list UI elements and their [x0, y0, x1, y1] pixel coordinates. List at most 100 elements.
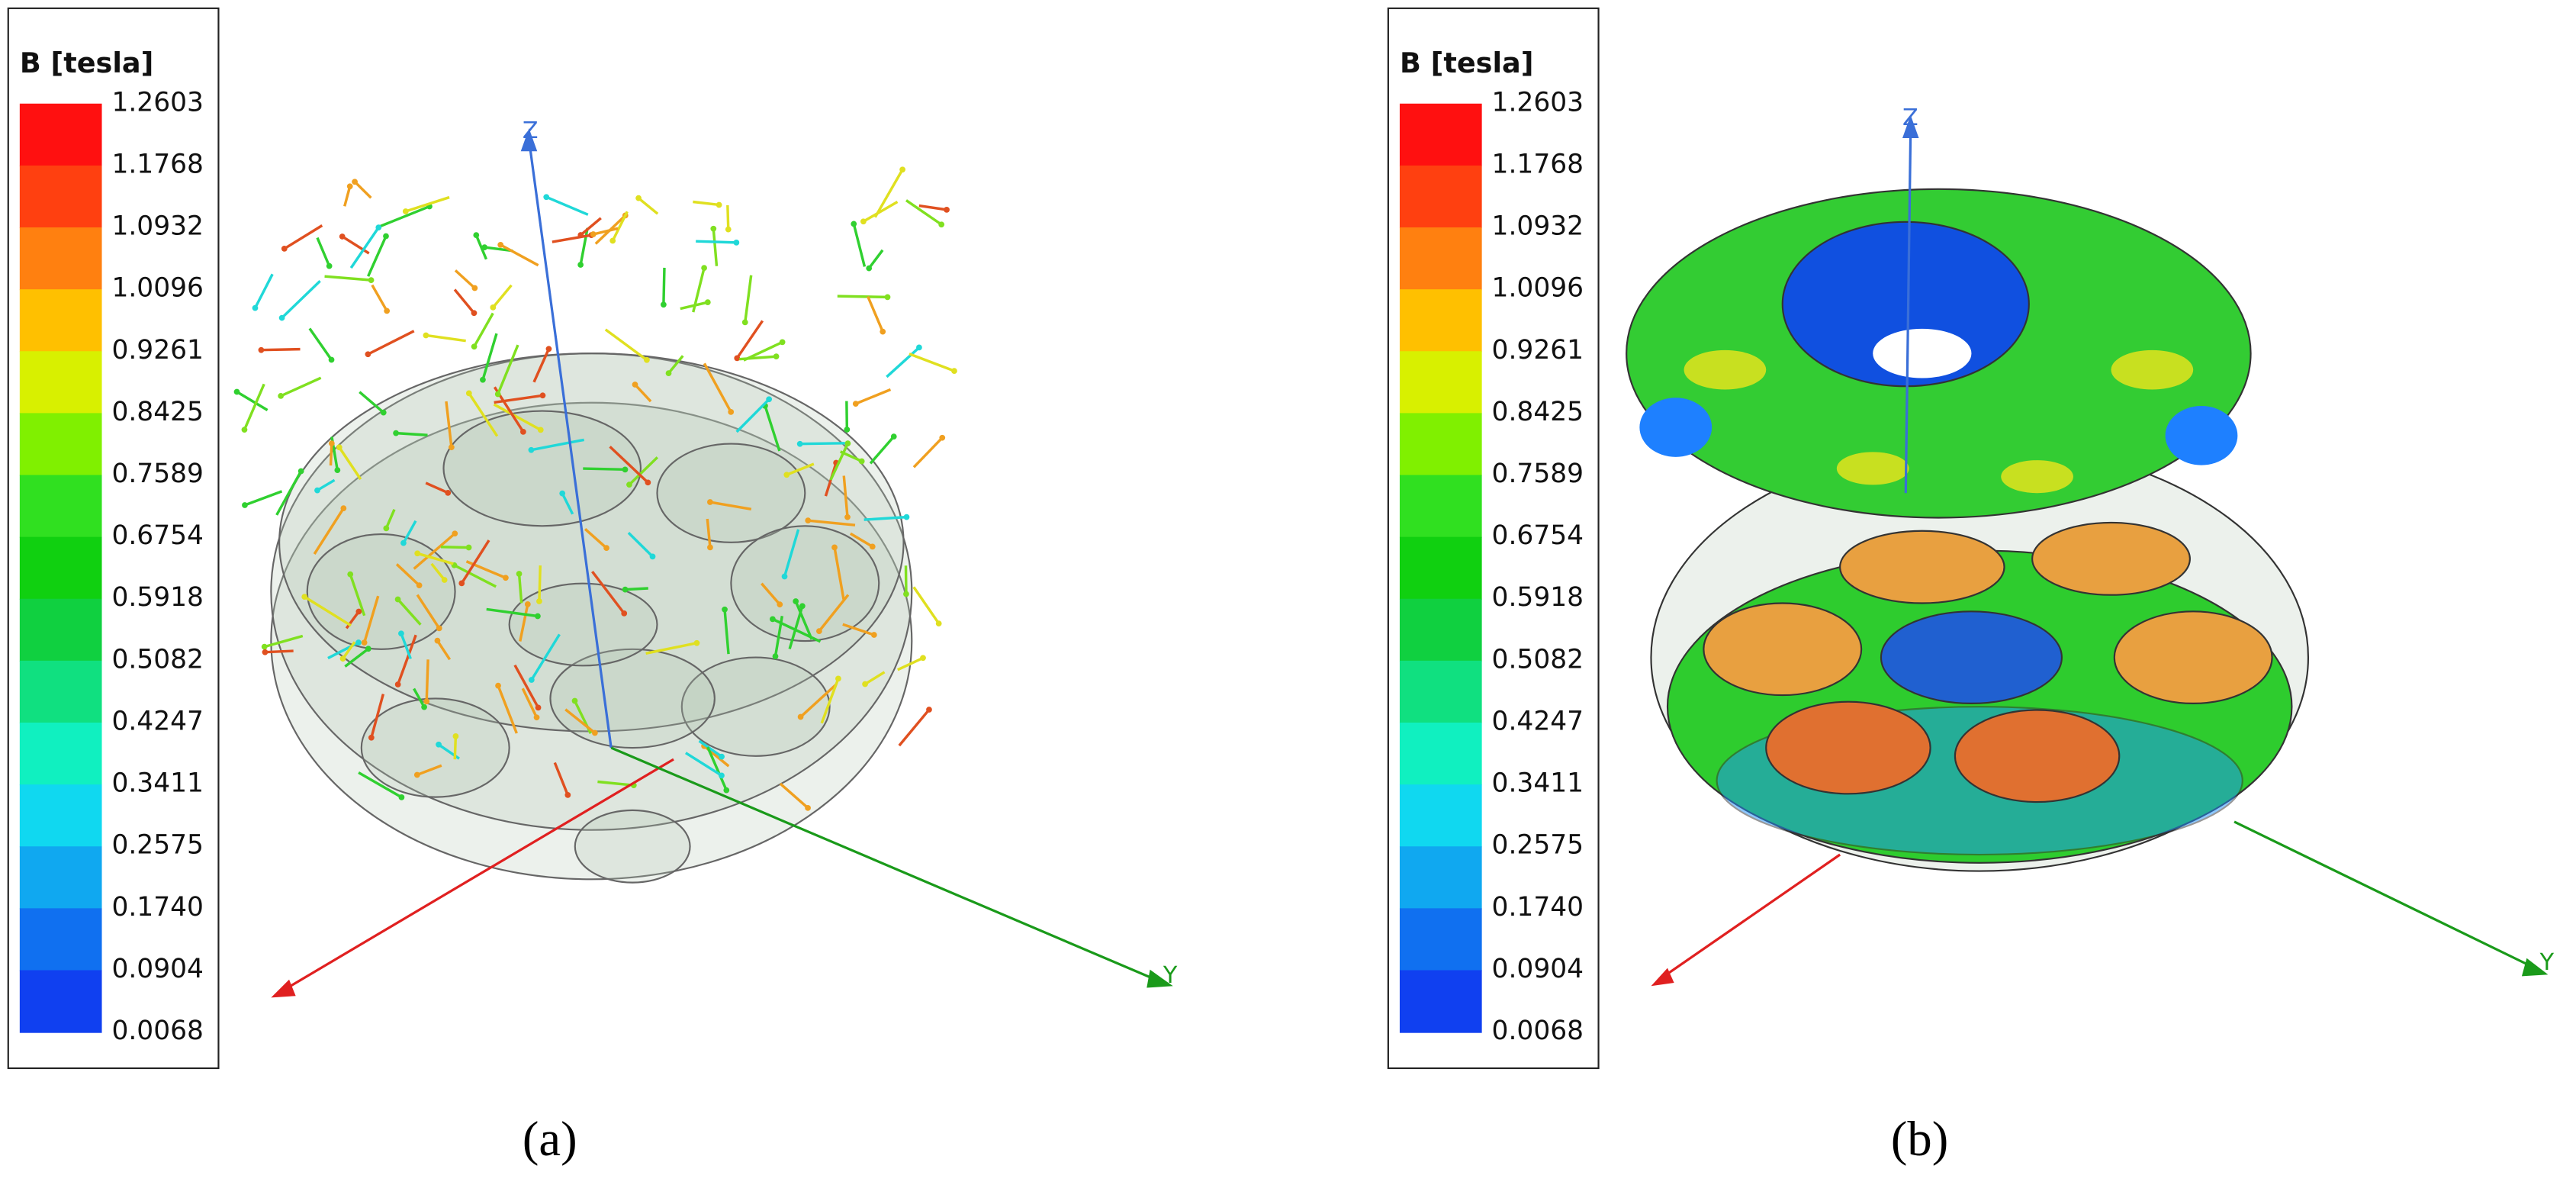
legend-swatch: [1399, 165, 1482, 229]
arrow: [481, 333, 498, 381]
arrow-head: [890, 433, 897, 440]
arrow: [341, 235, 370, 255]
legend-label: 0.8425: [1492, 397, 1584, 427]
arrow: [886, 346, 921, 378]
arrow: [359, 391, 384, 414]
arrow: [545, 195, 589, 216]
arrow-head: [539, 392, 546, 399]
legend-label: 0.0904: [1492, 954, 1584, 984]
arrow-head: [445, 489, 452, 496]
arrow: [849, 532, 873, 548]
arrow: [739, 355, 777, 361]
arrow: [492, 284, 513, 308]
arrow: [897, 656, 924, 671]
caption: (a): [523, 1111, 577, 1167]
arrow: [684, 752, 722, 777]
arrow-head: [939, 434, 946, 441]
legend-label: 1.0096: [111, 273, 204, 304]
legend-label: 1.0932: [1492, 211, 1584, 242]
legend-swatch: [19, 536, 102, 600]
arrow: [353, 180, 372, 199]
arrow-head: [783, 472, 790, 478]
legend-swatch: [19, 970, 102, 1033]
arrow: [460, 539, 490, 584]
arrow: [794, 601, 813, 640]
arrow: [912, 436, 944, 469]
arrow-head: [852, 401, 859, 407]
arrow: [425, 659, 429, 702]
legend-title: B [tesla]: [1400, 47, 1534, 79]
arrow: [531, 438, 584, 452]
arrow: [818, 594, 850, 633]
legend-swatch: [1399, 908, 1482, 971]
arrow: [324, 275, 371, 282]
legend-label: 0.6754: [1492, 520, 1584, 551]
arrow: [261, 347, 301, 352]
legend-swatch: [19, 475, 102, 538]
arrow: [788, 605, 804, 649]
arrow-head: [241, 427, 248, 433]
arrow: [430, 562, 446, 581]
arrow: [308, 327, 333, 361]
legend-swatch: [19, 165, 102, 229]
arrow-head: [328, 440, 335, 447]
arrow: [723, 609, 730, 655]
arrow: [265, 649, 294, 654]
arrow-head: [471, 285, 478, 291]
arrow: [426, 333, 466, 343]
arrow-head: [723, 787, 730, 794]
arrow-head: [355, 608, 362, 615]
arrow: [283, 224, 323, 250]
arrow-head: [384, 308, 391, 314]
arrow-head: [524, 601, 531, 607]
arrow: [367, 330, 415, 356]
arrow: [474, 234, 488, 260]
arrow-head: [452, 733, 459, 739]
arrow-head: [368, 734, 375, 741]
arrow-head: [590, 231, 597, 237]
panel-b-axes: [1651, 114, 2549, 987]
panel-a-axes: [271, 128, 1173, 998]
arrow-head: [944, 206, 950, 213]
arrow: [706, 518, 712, 548]
arrow-head: [301, 594, 308, 601]
arrow-head: [465, 390, 472, 397]
legend-label: 0.4247: [111, 707, 204, 737]
arrow-head: [644, 356, 650, 363]
legend-label: 0.3411: [111, 768, 204, 799]
arrow: [397, 598, 422, 626]
arrow-head: [706, 499, 713, 505]
arrow: [445, 401, 453, 448]
legend-swatch: [1399, 536, 1482, 600]
arrow: [799, 442, 845, 446]
legend-swatch: [1399, 475, 1482, 538]
arrow-head: [733, 240, 740, 246]
arrow-head: [528, 446, 535, 453]
arrow: [436, 639, 452, 661]
legend-swatch: [19, 846, 102, 910]
arrow: [591, 570, 626, 614]
arrow: [863, 515, 907, 521]
arrow: [584, 528, 608, 549]
arrow-head: [844, 514, 851, 520]
arrow-head: [621, 610, 628, 617]
arrow-head: [543, 194, 550, 201]
arrow: [693, 200, 719, 207]
legend-label: 0.4247: [1492, 707, 1584, 737]
arrow: [867, 295, 884, 333]
arrow-head: [436, 741, 442, 748]
legend-label: 0.6754: [111, 520, 204, 551]
arrow: [405, 195, 450, 213]
legend-label: 1.2603: [1492, 87, 1584, 118]
arrow-head: [722, 606, 728, 613]
arrow: [362, 595, 380, 643]
arrow: [538, 565, 542, 602]
arrow: [783, 529, 800, 577]
arrow-head: [334, 467, 341, 474]
legend-label: 1.0096: [1492, 273, 1584, 304]
arrow-head: [622, 586, 629, 593]
arrow: [378, 204, 430, 228]
arrow-head: [632, 382, 638, 388]
arrow-head: [781, 573, 788, 580]
arrow-head: [473, 232, 480, 239]
